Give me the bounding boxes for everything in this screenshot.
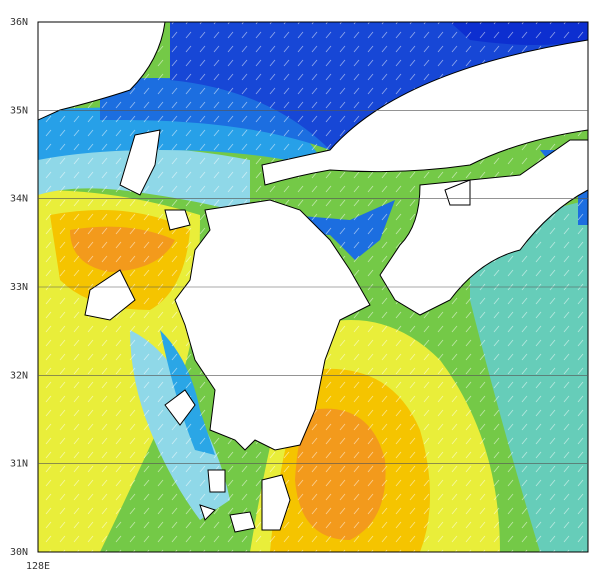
lat-label: 36N [10, 17, 28, 28]
graticule: 36N 35N 34N 33N 32N 31N 30N [10, 17, 588, 558]
lat-label: 32N [10, 370, 28, 381]
lat-label: 34N [10, 194, 28, 205]
land [38, 22, 588, 533]
lat-label: 31N [10, 459, 28, 470]
lat-label: 33N [10, 282, 28, 293]
lon-label: 128E [26, 561, 50, 572]
lat-label: 30N [10, 547, 28, 558]
lat-label: 35N [10, 105, 28, 116]
